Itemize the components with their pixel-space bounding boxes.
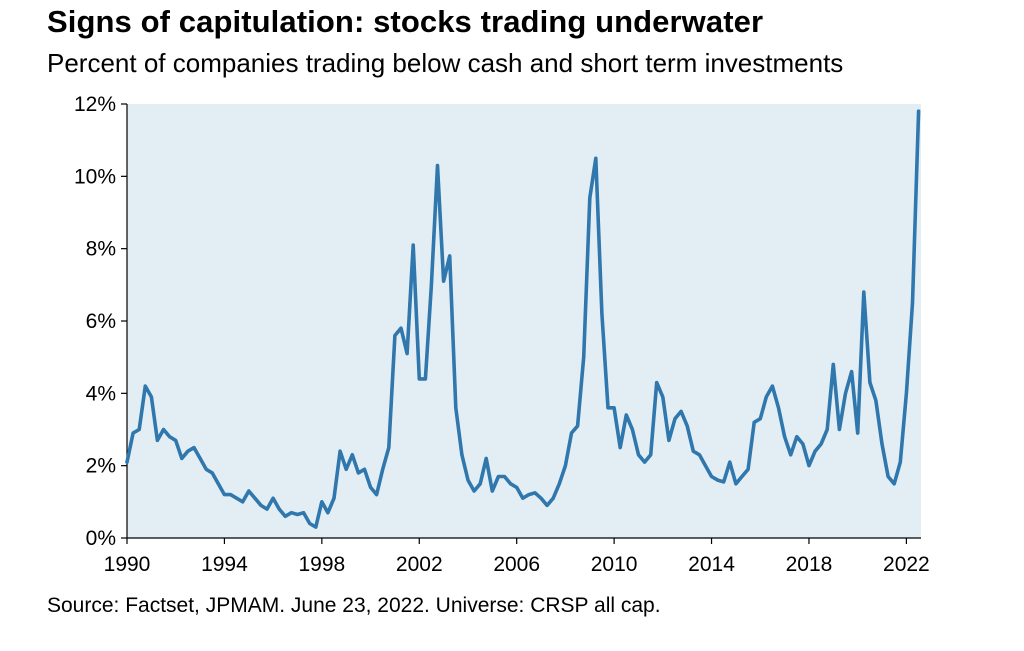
- y-tick-label: 2%: [86, 455, 116, 478]
- x-tick-label: 2002: [396, 553, 443, 576]
- y-tick-label: 8%: [86, 238, 116, 261]
- line-chart: 0% 2% 4% 6% 8% 10% 12% 1990 1994 1998 2002 2006 201…: [74, 93, 930, 576]
- y-tick-label: 6%: [86, 310, 116, 333]
- x-tick-label: 2006: [493, 553, 540, 576]
- series-line: [125, 109, 921, 529]
- y-axis: 0% 2% 4% 6% 8% 10% 12%: [74, 93, 127, 550]
- x-axis: 1990 1994 1998 2002 2006 2010 2014 2018 2022: [104, 538, 930, 576]
- x-tick-label: 2010: [591, 553, 638, 576]
- y-tick-label: 4%: [86, 382, 116, 405]
- y-tick-label: 0%: [86, 527, 116, 550]
- x-tick-label: 1994: [201, 553, 248, 576]
- y-tick-label: 12%: [74, 93, 116, 116]
- x-tick-label: 1990: [104, 553, 151, 576]
- x-tick-label: 2014: [688, 553, 735, 576]
- x-tick-label: 2018: [786, 553, 833, 576]
- x-tick-label: 1998: [298, 553, 345, 576]
- x-tick-label: 2022: [883, 553, 930, 576]
- series-group: [125, 109, 921, 529]
- plot-area: [127, 104, 921, 538]
- source-note: Source: Factset, JPMAM. June 23, 2022. U…: [47, 594, 661, 617]
- chart-title: Signs of capitulation: stocks trading un…: [47, 4, 764, 39]
- y-tick-label: 10%: [74, 165, 116, 188]
- chart-subtitle: Percent of companies trading below cash …: [47, 48, 844, 78]
